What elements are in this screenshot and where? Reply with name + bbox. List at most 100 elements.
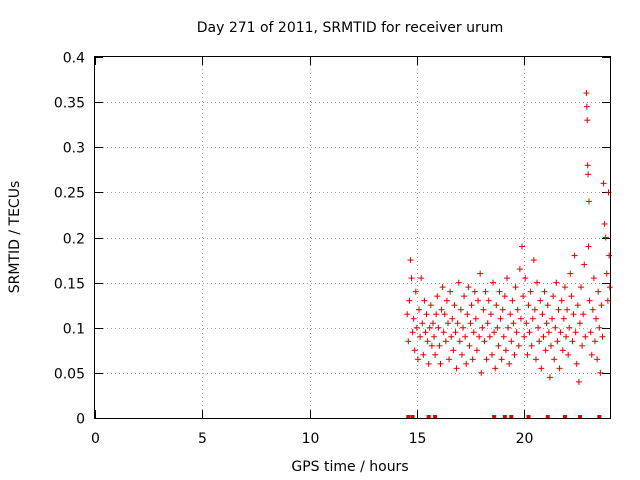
data-point [476,333,483,340]
data-point [491,329,498,336]
data-point [461,293,468,300]
data-point [579,342,586,349]
data-point [416,306,423,313]
x-tick-label: 0 [91,431,100,447]
data-point [490,279,497,286]
data-point [483,356,490,363]
data-point [487,311,494,318]
data-point [510,320,517,327]
data-point [515,342,522,349]
data-point [424,338,431,345]
data-point [584,162,591,169]
data-point [516,266,523,273]
data-point [569,338,576,345]
data-point [404,311,411,318]
data-point [462,333,469,340]
data-point [481,338,488,345]
data-point [423,311,430,318]
x-tick-label: 15 [409,431,427,447]
data-point [544,302,551,309]
data-point [587,329,594,336]
data-point [572,329,579,336]
data-point [525,302,532,309]
data-point [480,306,487,313]
data-point [511,351,518,358]
data-point [505,324,512,331]
baseline-point [545,415,550,419]
data-point [573,360,580,367]
data-point [446,356,453,363]
data-point [437,360,444,367]
data-point [594,356,601,363]
x-axis-ticks: 0 5 10 15 20 [91,57,533,447]
data-point [597,369,604,376]
baseline-point [597,415,602,419]
data-point [492,365,499,372]
baseline-point [502,415,507,419]
data-point [512,284,519,291]
data-point [521,333,528,340]
data-point [433,311,440,318]
data-point [567,270,574,277]
y-tick-label: 0.1 [63,322,85,338]
y-tick-label: 0.15 [54,277,85,293]
data-point [531,306,538,313]
data-point [586,297,593,304]
data-point [575,378,582,385]
data-point [442,338,449,345]
data-point [438,306,445,313]
data-point [604,297,611,304]
data-point [606,284,613,291]
data-point [484,320,491,327]
data-point [524,351,531,358]
data-point [435,324,442,331]
data-point [497,315,504,322]
y-tick-label: 0.05 [54,367,85,383]
data-point [514,306,521,313]
data-point [528,342,535,349]
data-point [602,234,609,241]
data-point [501,293,508,300]
data-point [539,311,546,318]
data-point [560,315,567,322]
data-point [454,320,461,327]
data-point [419,320,426,327]
data-point [449,315,456,322]
data-point [561,284,568,291]
data-point [536,338,543,345]
data-point [410,315,417,322]
data-point [542,347,549,354]
data-point [504,275,510,282]
data-point [499,306,506,313]
data-point [600,180,607,187]
y-tick-label: 0.35 [54,96,85,112]
data-point [564,306,571,313]
data-point [470,329,477,336]
data-point [479,324,486,331]
baseline-point [526,415,531,419]
data-point [434,293,441,300]
data-point [519,243,526,250]
data-point [417,333,424,340]
data-point [428,342,435,349]
plot-frame [94,56,611,419]
data-point [559,347,566,354]
data-point [522,275,529,282]
data-point [460,324,467,331]
data-point [568,293,575,300]
data-point [463,360,470,367]
data-point [545,329,552,336]
data-point [485,297,492,304]
data-point [543,320,550,327]
data-point [478,369,485,376]
data-point [585,171,592,178]
data-point [529,315,536,322]
data-point [551,356,558,363]
data-point [590,275,597,282]
data-point [534,279,541,286]
data-point [451,302,458,309]
data-point [418,275,425,282]
data-point [517,315,524,322]
baseline-point [562,415,567,419]
